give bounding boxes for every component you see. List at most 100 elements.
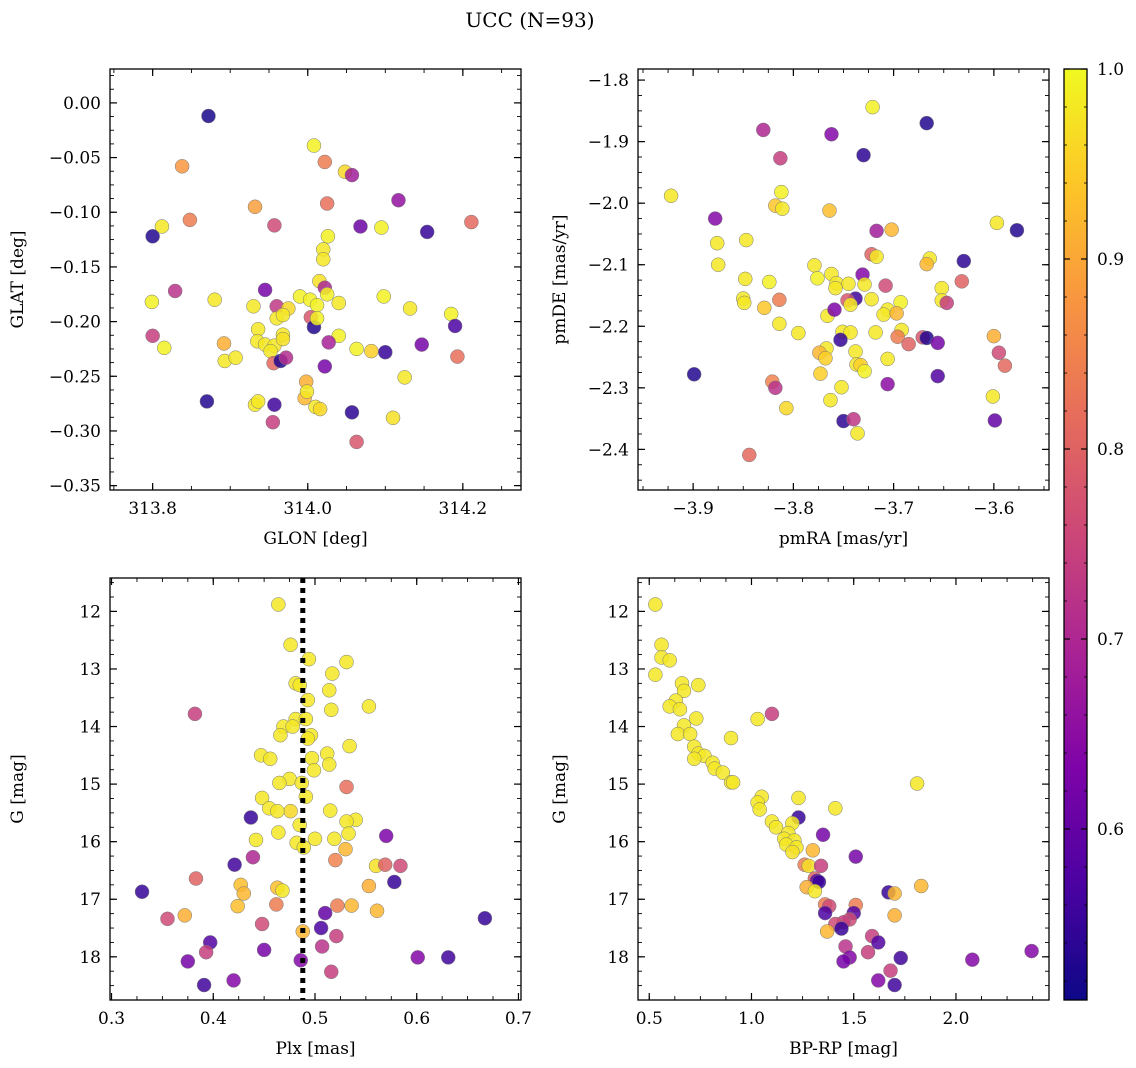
scatter-point (328, 852, 343, 868)
scatter-point (145, 328, 160, 344)
scatter-point (385, 410, 401, 426)
y-tick-label: 16 (607, 833, 629, 853)
scatter-point (822, 203, 837, 218)
scatter-point (167, 283, 183, 299)
scatter-point (1024, 943, 1039, 959)
x-axis-label: BP-RP [mag] (789, 1039, 898, 1059)
x-tick-label: 314.2 (439, 499, 488, 519)
scatter-point (887, 908, 902, 923)
scatter-point (850, 426, 865, 441)
scatter-point (871, 935, 886, 950)
colorbar-frame (1063, 68, 1088, 1001)
axes-frame (109, 68, 522, 491)
y-tick-label: 16 (79, 833, 101, 853)
scatter-point (324, 702, 339, 718)
x-tick-label: 0.5 (636, 1009, 663, 1029)
scatter-point (985, 389, 1001, 404)
scatter-point (843, 297, 858, 312)
scatter-point (909, 776, 925, 791)
scatter-point (317, 905, 333, 921)
scatter-point (691, 677, 706, 693)
scatter-point (887, 886, 902, 901)
y-tick-label: −0.05 (49, 149, 101, 169)
scatter-point (196, 977, 212, 993)
scatter-point (321, 335, 336, 350)
scatter-point (134, 884, 150, 900)
scatter-point (265, 414, 281, 430)
scatter-point (827, 302, 842, 317)
scatter-point (256, 942, 272, 958)
scatter-point (756, 122, 771, 138)
scatter-point (299, 384, 315, 399)
scatter-point (848, 344, 863, 359)
scatter-point (805, 843, 821, 858)
scatter-point (157, 340, 172, 356)
scatter-point (878, 278, 893, 293)
panel-pmra-pmde: −3.9 −3.8 −3.7 −3.6 −1.8 −1.9 −2.0 −2.1 −2.2 −2.3… (550, 68, 1050, 549)
x-axis-label: GLON [deg] (263, 529, 367, 549)
scatter-point (823, 392, 838, 408)
scatter-point (709, 235, 725, 251)
colorbar-tick-label: 0.6 (1097, 820, 1124, 840)
scatter-point (361, 699, 377, 714)
scatter-point (997, 358, 1013, 373)
scatter-point (344, 405, 360, 420)
scatter-point (739, 232, 754, 248)
scatter-point (402, 301, 418, 316)
scatter-point (725, 775, 741, 790)
y-tick-label: 12 (79, 602, 101, 622)
scatter-point (377, 857, 393, 872)
colorbar-tick-label: 0.9 (1097, 250, 1124, 270)
scatter-point (913, 878, 929, 894)
scatter-point (441, 950, 456, 965)
scatter-point (306, 138, 322, 153)
scatter-point (273, 727, 288, 743)
y-tick-label: 18 (79, 948, 101, 968)
scatter-point (201, 108, 216, 124)
y-tick-label: 0.00 (63, 94, 101, 114)
scatter-point (930, 335, 945, 351)
scatter-point (378, 344, 393, 360)
points-glon-glat (144, 108, 479, 450)
scatter-point (250, 394, 266, 409)
scatter-point (317, 154, 333, 170)
scatter-point (314, 939, 330, 954)
scatter-point (682, 726, 698, 742)
scatter-point (313, 920, 329, 936)
points-pmra-pmde (663, 99, 1025, 463)
y-axis-label: G [mag] (550, 754, 570, 823)
scatter-point (986, 328, 1002, 344)
scatter-point (865, 99, 880, 115)
scatter-point (707, 211, 723, 226)
scatter-point (344, 898, 359, 913)
scatter-point (285, 719, 300, 734)
scatter-point (834, 921, 849, 936)
x-tick-label: −3.8 (773, 499, 814, 519)
y-tick-label: −0.10 (49, 203, 101, 223)
scatter-point (807, 883, 823, 899)
scatter-point (378, 828, 394, 844)
scatter-point (833, 332, 848, 348)
y-tick-label: 12 (607, 602, 629, 622)
scatter-point (344, 167, 360, 183)
scatter-point (869, 249, 884, 264)
scatter-point (198, 944, 214, 960)
scatter-point (965, 952, 980, 967)
y-tick-label: 18 (607, 948, 629, 968)
scatter-point (275, 331, 291, 347)
scatter-point (317, 359, 333, 374)
y-tick-label: 17 (607, 890, 629, 910)
scatter-point (772, 316, 787, 332)
scatter-point (271, 597, 286, 612)
scatter-point (752, 802, 767, 817)
scatter-point (791, 790, 806, 806)
scatter-point (857, 277, 872, 292)
scatter-point (848, 849, 864, 864)
scatter-point (715, 765, 731, 780)
scatter-point (447, 318, 463, 334)
axes-frame (109, 577, 522, 1001)
plot-panels: 313.8 314.0 314.2 0.00 −0.05 −0.10 −0.15 −0.20 −… (8, 68, 1050, 1059)
y-tick-label: 17 (79, 890, 101, 910)
scatter-point (267, 218, 282, 233)
scatter-point (785, 844, 800, 860)
